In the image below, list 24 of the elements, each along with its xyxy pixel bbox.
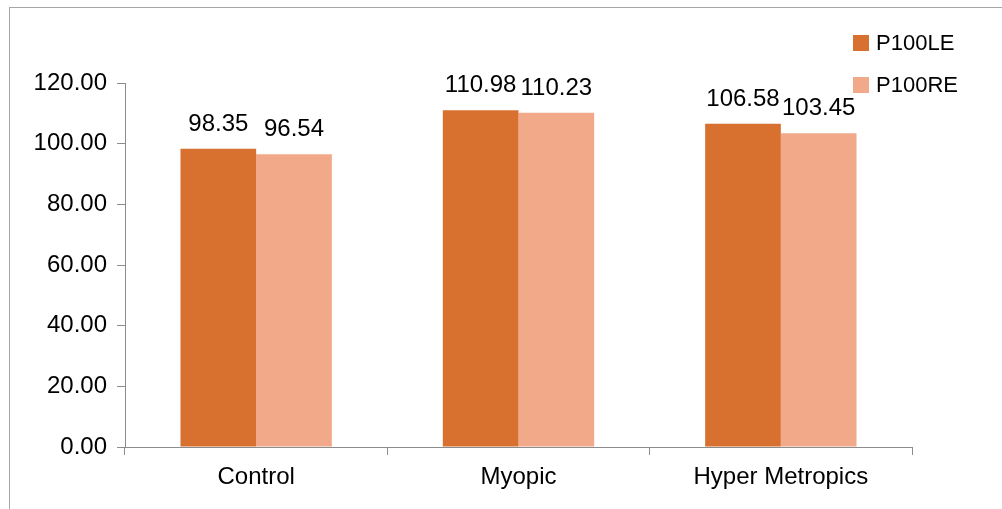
data-label: 98.35: [188, 108, 249, 136]
y-tick-label: 80.00: [46, 188, 107, 216]
data-label: 106.58: [706, 83, 780, 111]
data-label: 96.54: [263, 114, 325, 142]
bar: [705, 123, 781, 447]
data-label: 110.98: [444, 70, 517, 98]
x-tick-label: Myopic: [480, 462, 557, 490]
bar: [256, 154, 332, 447]
data-label: 110.23: [520, 72, 593, 100]
y-tick-label: 40.00: [46, 310, 107, 338]
bar: [180, 148, 257, 447]
bar: [442, 110, 519, 447]
bar: [780, 133, 857, 447]
legend-label: P100LE: [876, 30, 955, 55]
y-tick-label: 0.00: [60, 431, 107, 459]
x-tick-label: Control: [217, 462, 295, 490]
y-tick-label: 120.00: [33, 67, 107, 95]
bar: [518, 112, 595, 447]
y-tick-label: 100.00: [33, 128, 107, 156]
legend-label: P100RE: [876, 72, 958, 97]
x-tick-label: Hyper Metropics: [693, 462, 869, 490]
data-label: 103.45: [781, 93, 856, 121]
y-tick-label: 20.00: [46, 370, 107, 398]
y-tick-label: 60.00: [46, 249, 107, 277]
